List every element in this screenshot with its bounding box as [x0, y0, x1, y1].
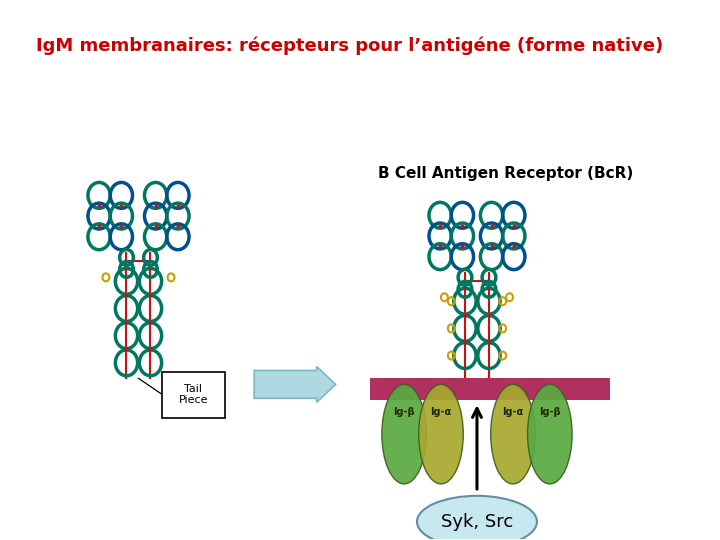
Text: Ig-α: Ig-α: [503, 407, 523, 417]
Ellipse shape: [528, 384, 572, 484]
Bar: [370, 379, 610, 400]
Text: B Cell Antigen Receptor (BcR): B Cell Antigen Receptor (BcR): [379, 166, 634, 180]
Ellipse shape: [491, 384, 535, 484]
Ellipse shape: [417, 496, 537, 540]
Text: Tail
Piece: Tail Piece: [179, 384, 208, 406]
Ellipse shape: [382, 384, 426, 484]
Ellipse shape: [419, 384, 463, 484]
Text: Ig-α: Ig-α: [431, 407, 451, 417]
Text: Ig-β: Ig-β: [393, 407, 415, 417]
FancyArrow shape: [254, 367, 336, 402]
Text: IgM membranaires: récepteurs pour l’antigéne (forme native): IgM membranaires: récepteurs pour l’anti…: [36, 36, 663, 55]
Text: Ig-β: Ig-β: [539, 407, 561, 417]
Text: Syk, Src: Syk, Src: [441, 512, 513, 531]
FancyBboxPatch shape: [161, 372, 225, 417]
